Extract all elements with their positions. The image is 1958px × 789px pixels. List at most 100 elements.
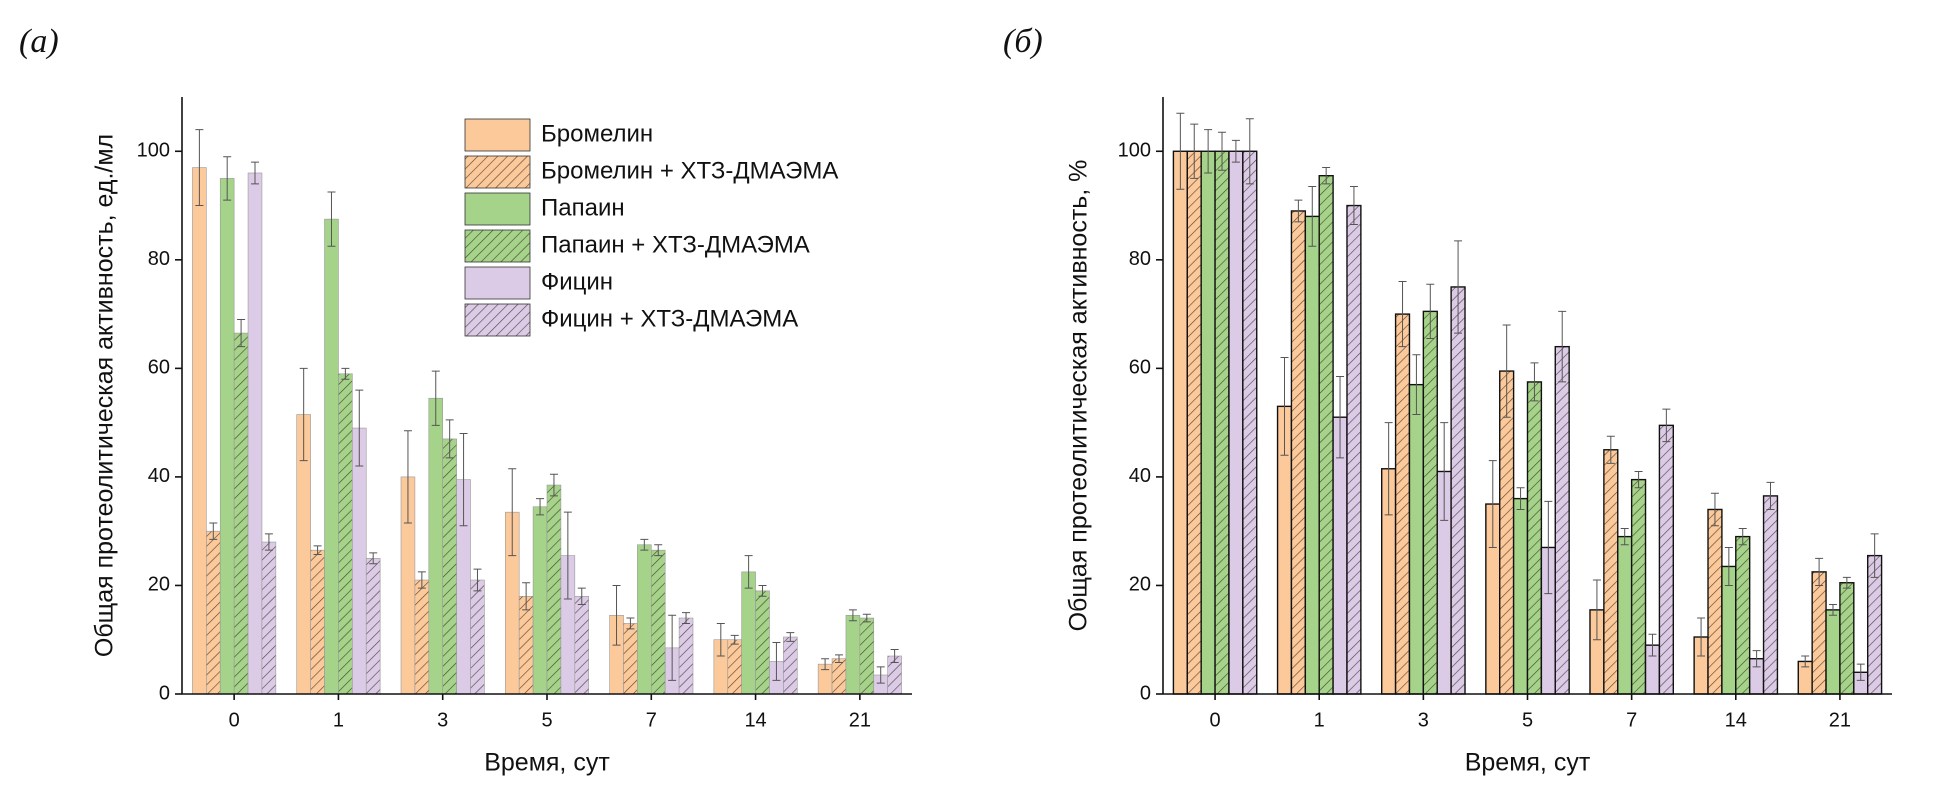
legend-swatch (464, 229, 531, 263)
legend-label: Папаин (541, 194, 625, 221)
bar (324, 218, 339, 695)
error-bar (786, 632, 795, 642)
error-bar (1488, 460, 1497, 548)
bar (755, 590, 770, 695)
x-axis-title: Время, сут (1465, 749, 1591, 777)
error-bar (264, 533, 273, 551)
bar (233, 332, 249, 695)
y-tick-label: 100 (137, 140, 170, 162)
x-tick-label: 14 (1725, 709, 1747, 731)
bar (623, 623, 638, 695)
error-bar (1544, 500, 1553, 595)
y-axis-title: Общая протеолитическая активность, % (1065, 160, 1093, 632)
x-tick-label: 0 (1210, 709, 1221, 731)
y-tick-label: 60 (1129, 357, 1151, 379)
legend-label: Фицин + ХТЗ-ДМАЭМА (541, 305, 798, 332)
error-bar (1752, 650, 1761, 668)
error-bar (890, 648, 899, 664)
x-tick-label: 5 (1522, 709, 1533, 731)
bar (1512, 497, 1529, 695)
x-tick-label: 1 (1314, 709, 1325, 731)
error-bar (1516, 487, 1525, 510)
bar (310, 549, 325, 695)
error-bar (431, 370, 440, 426)
bar (678, 617, 694, 695)
bar (1658, 424, 1675, 695)
error-bar (195, 129, 204, 207)
bar (727, 639, 742, 695)
error-bar (821, 658, 830, 671)
legend-swatch (464, 192, 531, 226)
bar (1450, 286, 1466, 695)
panel-a: 0 20 40 60 80 100 0 1 3 5 7 14 21 Время, сут Общая про… (19, 23, 912, 777)
bar (247, 172, 263, 695)
bar (845, 615, 861, 695)
panel-label: (б) (1003, 23, 1043, 60)
error-bar (508, 468, 517, 557)
error-bar (626, 617, 635, 630)
error-bar (1815, 557, 1824, 586)
error-bar (612, 584, 621, 646)
error-bar (341, 367, 350, 380)
bar (532, 506, 548, 695)
bar (470, 579, 485, 695)
bar (1200, 150, 1216, 695)
y-tick-label: 40 (148, 465, 170, 487)
legend-label: Фицин (541, 268, 613, 295)
legend-swatch (464, 303, 531, 337)
error-bar (1440, 422, 1449, 521)
bar (1394, 313, 1411, 695)
error-bar (1349, 186, 1358, 226)
error-bar (445, 419, 454, 459)
error-bar (640, 538, 649, 551)
bar (1408, 383, 1425, 695)
bar (1603, 449, 1619, 695)
error-bar (1558, 310, 1567, 383)
bar (1707, 508, 1723, 695)
y-tick-label: 60 (148, 357, 170, 379)
x-tick-label: 3 (437, 709, 448, 731)
error-bar (1231, 139, 1240, 163)
bar (414, 579, 430, 695)
error-bar (577, 587, 586, 605)
error-bar (251, 161, 259, 185)
error-bar (1308, 186, 1317, 247)
bar (1735, 535, 1751, 695)
bar (1214, 150, 1230, 695)
error-bar (862, 613, 871, 623)
error-bar (1204, 129, 1213, 174)
error-bar (417, 571, 426, 589)
error-bar (563, 511, 572, 600)
y-tick-label: 20 (1129, 574, 1151, 596)
x-tick-label: 7 (1626, 709, 1637, 731)
bar (219, 178, 235, 695)
x-tick-label: 21 (849, 709, 871, 731)
panel-label: (а) (19, 23, 59, 60)
error-bar (237, 319, 246, 348)
error-bar (403, 430, 412, 524)
error-bar (654, 544, 663, 557)
y-tick-label: 0 (1140, 682, 1151, 704)
error-bar (1766, 481, 1775, 510)
bar (546, 484, 562, 695)
error-bar (549, 473, 558, 497)
bar (1617, 535, 1633, 695)
error-bar (1176, 112, 1185, 190)
error-bar (1530, 362, 1539, 402)
error-bar (1842, 576, 1851, 589)
error-bar (522, 582, 531, 611)
bar (1186, 150, 1202, 695)
error-bar (1218, 131, 1227, 171)
error-bar (668, 614, 677, 681)
bar (352, 427, 367, 695)
x-tick-label: 1 (333, 709, 344, 731)
error-bar (835, 654, 843, 664)
error-bar (1738, 527, 1747, 546)
error-bar (1634, 470, 1643, 489)
bar (1304, 215, 1320, 695)
bar (428, 397, 444, 695)
bar (1762, 495, 1779, 695)
x-tick-label: 14 (744, 709, 766, 731)
bar (650, 549, 666, 695)
